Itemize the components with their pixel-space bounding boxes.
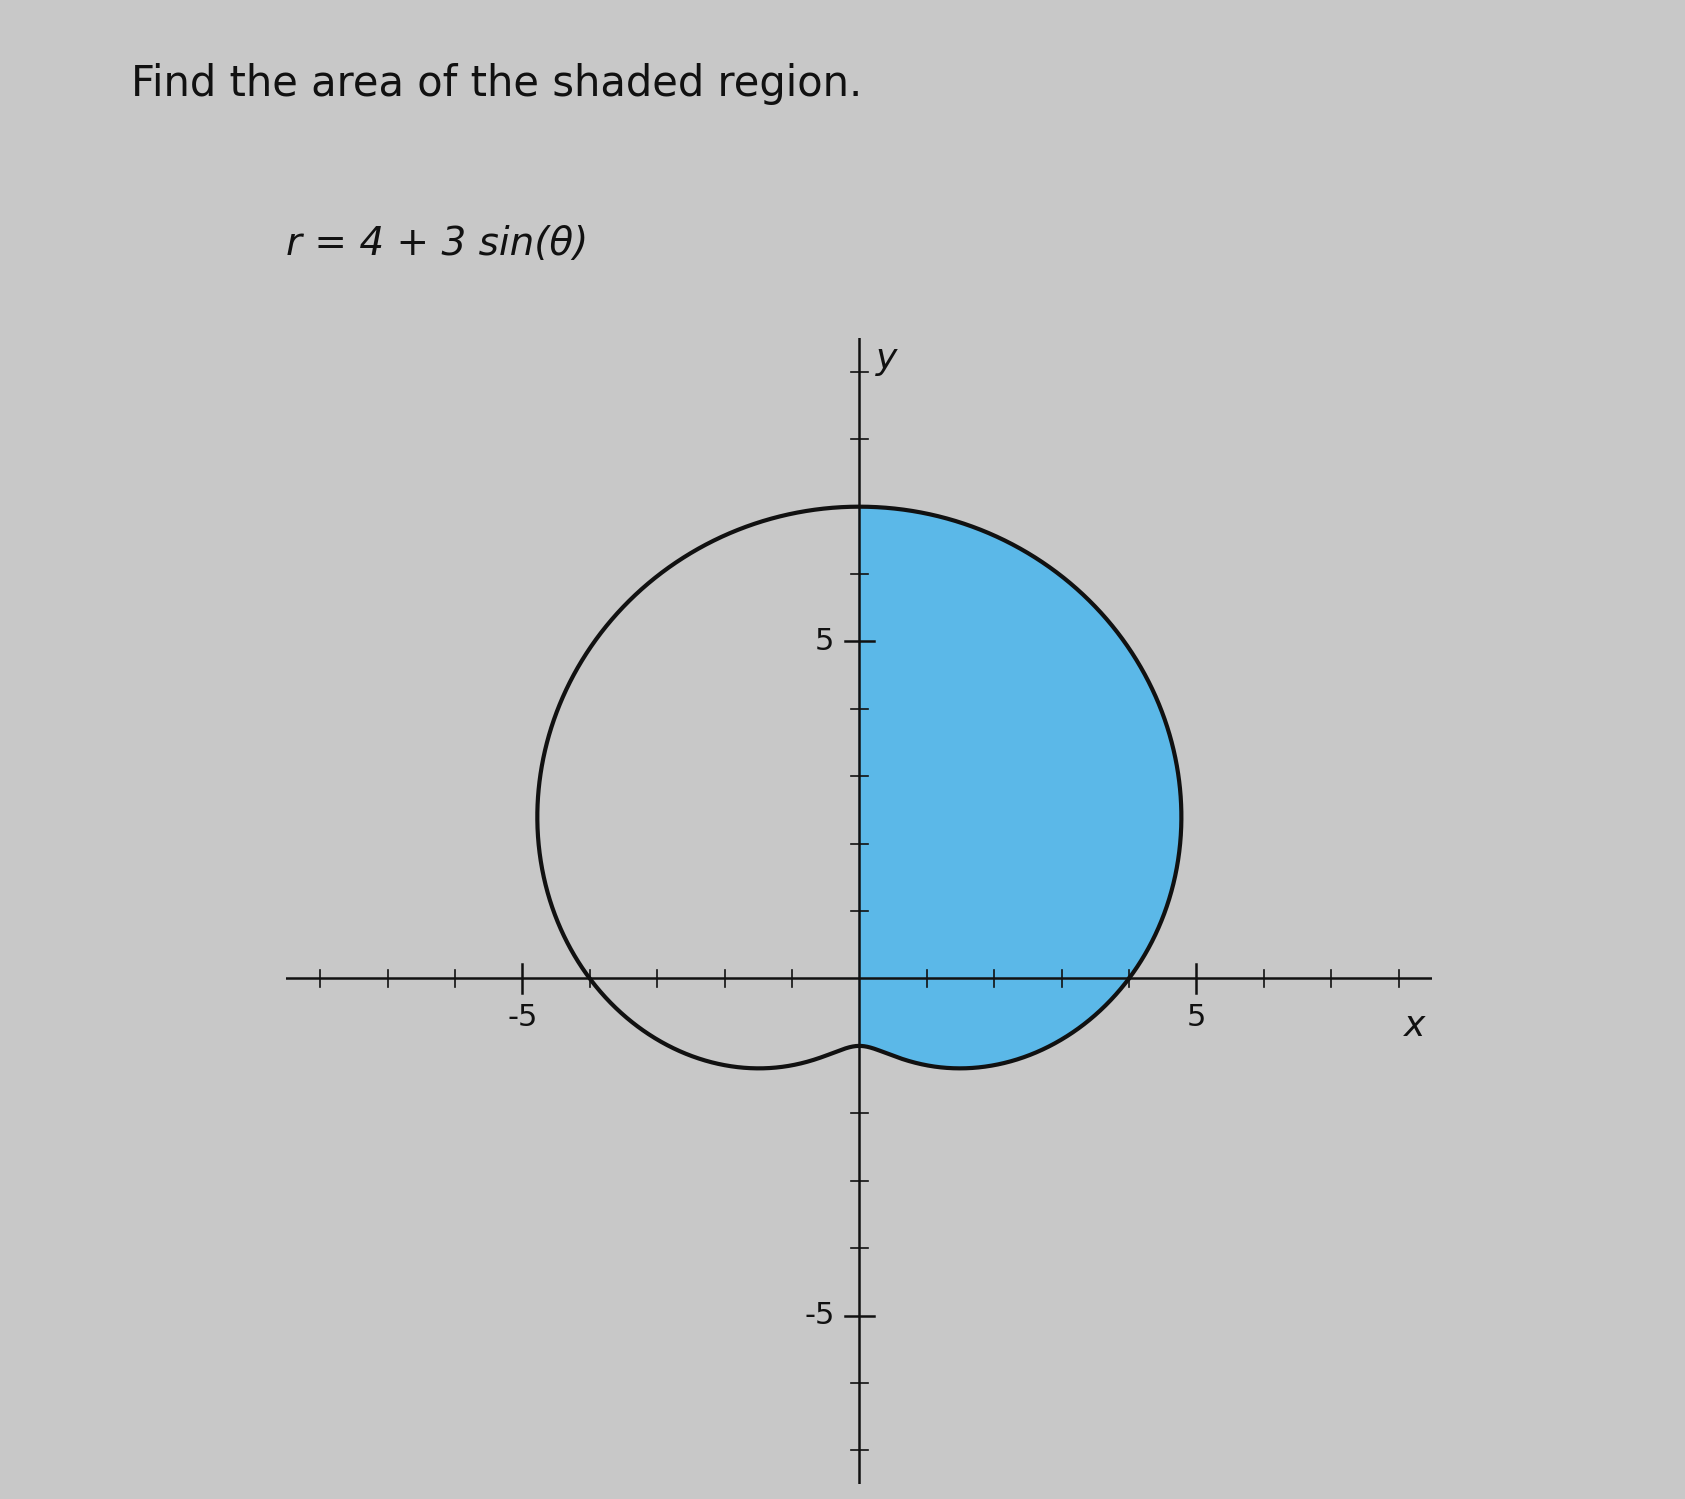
Text: -5: -5 — [804, 1301, 834, 1330]
Text: Find the area of the shaded region.: Find the area of the shaded region. — [131, 63, 863, 105]
Text: 5: 5 — [1186, 1003, 1206, 1033]
Text: x: x — [1404, 1009, 1426, 1043]
Polygon shape — [859, 507, 1181, 1069]
Text: -5: -5 — [507, 1003, 538, 1033]
Text: y: y — [876, 342, 898, 376]
Text: 5: 5 — [816, 627, 834, 657]
Text: r = 4 + 3 sin(θ): r = 4 + 3 sin(θ) — [286, 225, 588, 262]
